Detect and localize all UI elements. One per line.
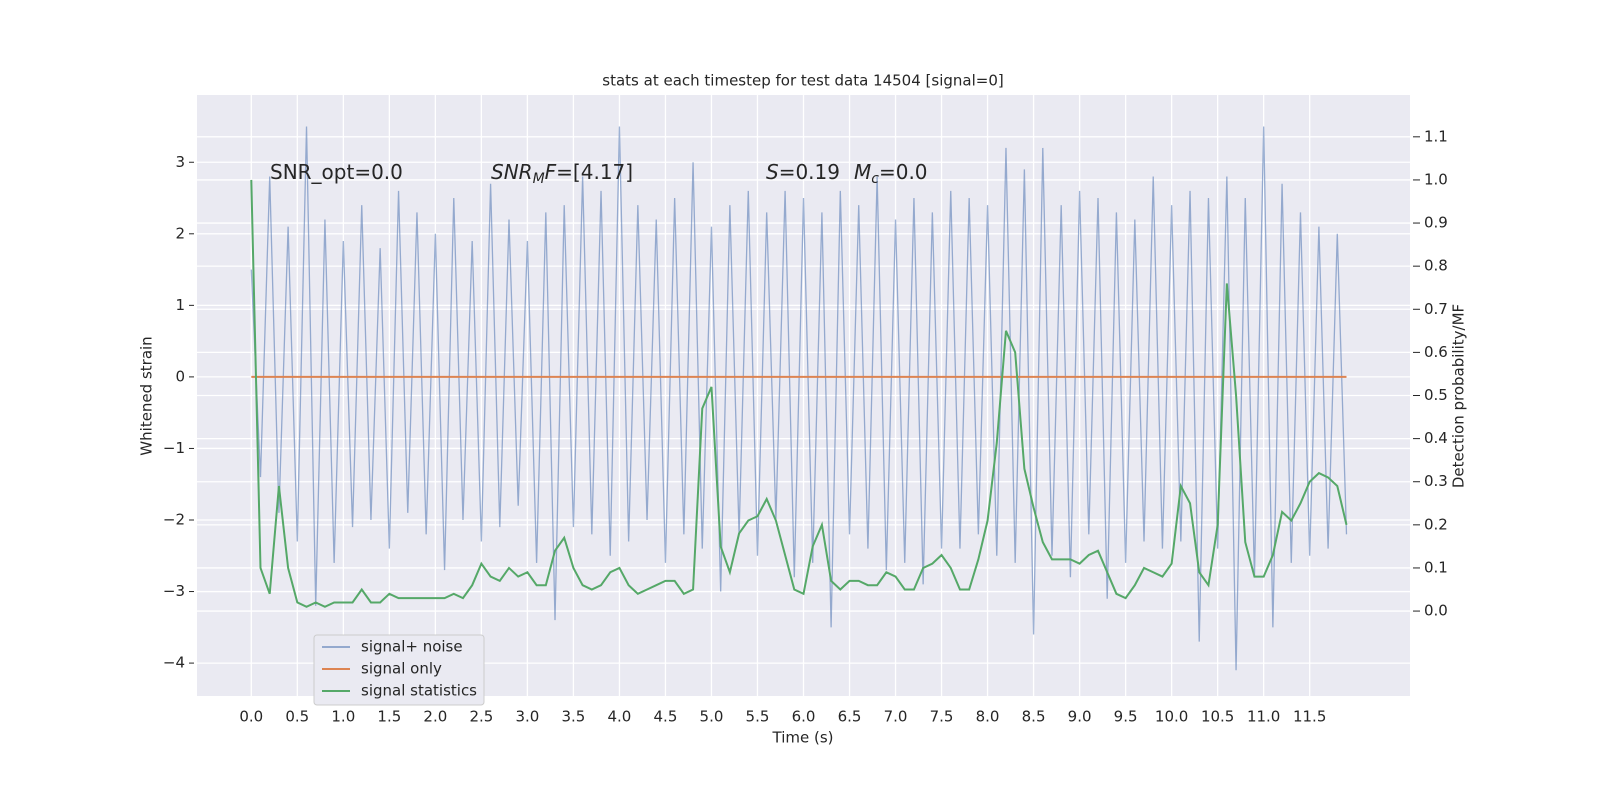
x-tick-label: 6.0	[792, 708, 816, 726]
x-tick-label: 1.5	[377, 708, 401, 726]
y-tick-label: 0	[175, 367, 185, 385]
x-tick-label: 3.0	[515, 708, 539, 726]
x-tick-label: 0.0	[239, 708, 263, 726]
y2-tick-label: 0.3	[1424, 472, 1448, 490]
x-tick-label: 0.5	[285, 708, 309, 726]
x-tick-label: 4.0	[608, 708, 632, 726]
marks	[250, 126, 1348, 671]
annotation-part: SNR	[491, 160, 533, 184]
y-tick-label: −4	[163, 654, 185, 672]
annotation-part: M	[854, 160, 871, 184]
legend: signal+ noise signal only signal statistic…	[313, 634, 485, 706]
x-tick-label: 5.5	[746, 708, 770, 726]
legend-label: signal only	[361, 660, 442, 678]
legend-label: signal+ noise	[361, 638, 463, 656]
y-tick-label: −1	[163, 439, 185, 457]
chart-title: stats at each timestep for test data 145…	[602, 72, 1003, 90]
x-tick-label: 8.0	[976, 708, 1000, 726]
x-tick-label: 7.5	[930, 708, 954, 726]
y2-tick-label: 0.5	[1424, 386, 1448, 404]
x-tick-label: 1.0	[331, 708, 355, 726]
x-tick-label: 10.5	[1201, 708, 1234, 726]
x-tick-label: 9.5	[1114, 708, 1138, 726]
y2-tick-label: 0.7	[1424, 300, 1448, 318]
annotation-part: S	[766, 160, 779, 184]
x-tick-label: 4.5	[654, 708, 678, 726]
y-tick-label: 3	[175, 153, 185, 171]
series-line	[250, 179, 1348, 608]
annotation-part: =0.19	[779, 160, 840, 184]
y2-tick-label: 0.9	[1424, 214, 1448, 232]
series-line	[250, 126, 1348, 671]
x-tick-label: 6.5	[838, 708, 862, 726]
y-axis-label: Whitened strain	[138, 336, 156, 455]
annotation-part: =[4.17]	[556, 160, 633, 184]
y-tick-label: 1	[175, 296, 185, 314]
legend-label: signal statistics	[361, 682, 477, 700]
annotation-part: =0.0	[879, 160, 928, 184]
x-tick-label: 2.0	[423, 708, 447, 726]
y2-tick-label: 1.0	[1424, 170, 1448, 188]
y-tick-label: −3	[163, 582, 185, 600]
y2-tick-label: 0.8	[1424, 257, 1448, 275]
x-tick-label: 3.5	[561, 708, 585, 726]
legend-box	[313, 634, 485, 706]
annotation-part: c	[871, 171, 879, 187]
y2-axis-label: Detection probability/MF	[1450, 304, 1468, 488]
annotation: S=0.19 Mc=0.0	[766, 160, 928, 188]
y-tick-label: 2	[175, 224, 185, 242]
annotation: SNR_opt=0.0	[270, 160, 403, 184]
y2-tick-label: 0.6	[1424, 343, 1448, 361]
axes: 0.0 0.5 1.0 1.5 2.0 2.5 3.0 3.5 4.0 4.5 5.0 5.5 6.0 6…	[163, 127, 1448, 725]
x-tick-label: 9.0	[1068, 708, 1092, 726]
x-tick-label: 11.5	[1293, 708, 1326, 726]
annotation-part: SNR_opt=0.0	[270, 160, 403, 184]
x-tick-label: 11.0	[1247, 708, 1280, 726]
x-tick-label: 10.0	[1155, 708, 1188, 726]
annotation: SNRMF=[4.17]	[491, 160, 633, 188]
y2-tick-label: 0.0	[1424, 602, 1448, 620]
annotation-part: M	[533, 171, 545, 187]
y2-tick-label: 0.1	[1424, 558, 1448, 576]
annotation-part: F	[545, 160, 557, 184]
x-tick-label: 8.5	[1022, 708, 1046, 726]
y2-tick-label: 0.4	[1424, 429, 1448, 447]
y2-tick-label: 0.2	[1424, 515, 1448, 533]
y-tick-label: −2	[163, 510, 185, 528]
x-tick-label: 2.5	[469, 708, 493, 726]
x-tick-label: 5.0	[700, 708, 724, 726]
y2-tick-label: 1.1	[1424, 127, 1448, 145]
x-tick-label: 7.0	[884, 708, 908, 726]
x-axis-label: Time (s)	[772, 729, 834, 747]
